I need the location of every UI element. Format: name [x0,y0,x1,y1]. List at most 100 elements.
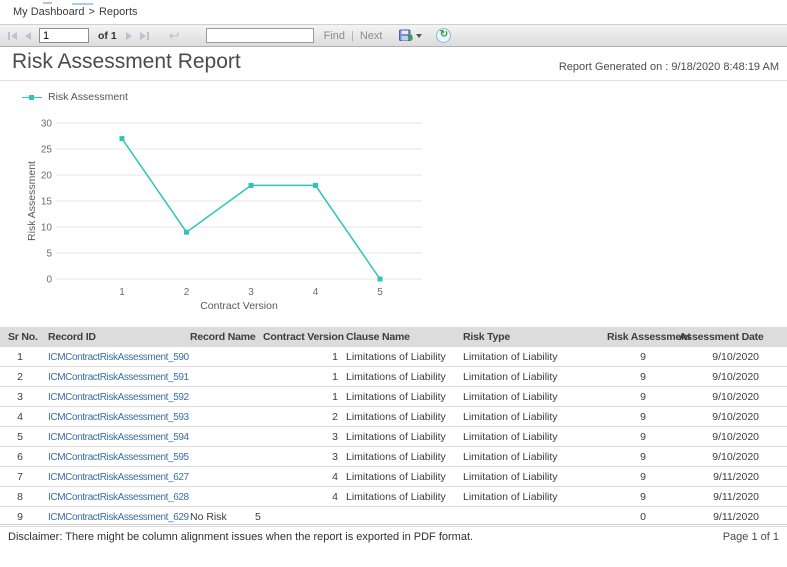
chevron-down-icon[interactable] [416,33,423,38]
record-id-link[interactable]: ICMContractRiskAssessment_628 [48,491,189,503]
first-page-button[interactable] [8,31,17,40]
table-cell: Limitation of Liability [455,386,607,407]
page-footer-label: Page 1 of 1 [722,531,779,543]
svg-text:30: 30 [41,119,53,130]
table-cell: Limitation of Liability [455,347,607,367]
table-cell [190,486,255,507]
table-header-row: Sr No. Record ID Record Name Contract Versi… [0,327,787,347]
table-cell: 9/11/2020 [679,506,787,527]
table-cell [190,347,255,367]
table-cell: Limitation of Liability [455,426,607,447]
table-cell: ICMContractRiskAssessment_595 [40,446,190,467]
record-id-link[interactable]: ICMContractRiskAssessment_591 [48,371,189,383]
table-cell: No Risk [190,506,255,527]
table-row: 3 ICMContractRiskAssessment_592 1 Limitatio… [0,386,787,407]
table-cell: ICMContractRiskAssessment_590 [40,347,190,367]
table-cell: ICMContractRiskAssessment_628 [40,486,190,507]
svg-text:3: 3 [248,287,254,298]
table-cell: Limitations of Liability [338,386,455,407]
record-id-link[interactable]: ICMContractRiskAssessment_593 [48,411,189,423]
table-cell: 9 [607,366,679,387]
table-cell: 9/11/2020 [679,466,787,487]
report-table: Sr No. Record ID Record Name Contract Versi… [0,327,787,527]
table-cell: 3 [0,386,40,407]
table-cell: 9 [0,506,40,527]
record-id-link[interactable]: ICMContractRiskAssessment_592 [48,391,189,403]
table-cell [190,426,255,447]
svg-text:4: 4 [313,287,319,298]
report-generated-timestamp: Report Generated on : 9/18/2020 8:48:19 … [558,61,779,73]
table-cell: 1 [255,366,338,387]
table-cell: ICMContractRiskAssessment_627 [40,466,190,487]
table-cell: 4 [255,486,338,507]
table-cell: 3 [255,426,338,447]
table-row: 9 ICMContractRiskAssessment_629 No Risk 5 0 9… [0,506,787,527]
breadcrumb-item-dashboard[interactable]: My Dashboard [13,6,85,18]
column-header: Risk Assessment [607,327,691,347]
breadcrumb-item-reports[interactable]: Reports [98,6,138,18]
back-to-parent-report-button[interactable]: ↩ [169,29,180,42]
table-cell [190,386,255,407]
table-cell: 9/10/2020 [679,366,787,387]
table-cell: 9/11/2020 [679,486,787,507]
next-result-button[interactable]: Next [359,29,383,42]
floppy-disk-icon [399,29,414,42]
first-page-icon [8,31,10,40]
svg-text:10: 10 [41,223,53,234]
table-cell: Limitations of Liability [338,347,455,367]
breadcrumb: My Dashboard > Reports [13,6,138,18]
record-id-link[interactable]: ICMContractRiskAssessment_594 [48,431,189,443]
page-number-input[interactable] [39,28,89,43]
refresh-icon: ↻ [439,29,449,40]
svg-text:20: 20 [41,171,53,182]
table-cell [455,506,607,527]
column-header: Record Name [190,327,256,347]
table-cell: Limitations of Liability [338,486,455,507]
svg-text:1: 1 [119,287,125,298]
footer-divider [0,524,787,525]
column-header: Record ID [40,327,190,347]
table-row: 8 ICMContractRiskAssessment_628 4 Limitatio… [0,486,787,507]
table-cell: Limitations of Liability [338,466,455,487]
legend-line-marker-icon [22,94,42,100]
legend-label: Risk Assessment [48,91,128,103]
export-button[interactable] [398,28,423,43]
next-page-button[interactable] [125,31,132,40]
table-cell: Limitation of Liability [455,406,607,427]
svg-text:Contract Version: Contract Version [200,300,278,312]
table-cell [190,406,255,427]
table-row: 5 ICMContractRiskAssessment_594 3 Limitatio… [0,426,787,447]
table-cell: Limitation of Liability [455,366,607,387]
record-id-link[interactable]: ICMContractRiskAssessment_629 [48,511,189,523]
table-cell: Limitations of Liability [338,426,455,447]
refresh-button[interactable]: ↻ [436,28,452,43]
column-header: Contract Version [255,327,344,347]
table-cell: 9/10/2020 [679,406,787,427]
title-divider [0,80,787,81]
table-cell: Limitation of Liability [455,446,607,467]
next-page-icon [125,31,132,40]
record-id-link[interactable]: ICMContractRiskAssessment_595 [48,451,189,463]
table-cell: 9/10/2020 [679,446,787,467]
search-input[interactable] [205,28,314,43]
previous-page-button[interactable] [25,31,31,40]
page-count-label: of 1 [98,29,117,42]
last-page-icon [139,31,146,40]
table-cell: ICMContractRiskAssessment_594 [40,426,190,447]
last-page-button[interactable] [139,31,149,40]
table-cell: 4 [0,406,40,427]
table-cell: Limitation of Liability [455,486,607,507]
disclaimer-text: Disclaimer: There might be column alignm… [8,531,474,543]
column-header: Sr No. [0,327,40,347]
record-id-link[interactable]: ICMContractRiskAssessment_627 [48,471,189,483]
record-id-link[interactable]: ICMContractRiskAssessment_590 [48,351,189,363]
table-cell: 1 [255,347,338,367]
svg-text:0: 0 [46,275,52,286]
table-cell: 9 [607,466,679,487]
find-button[interactable]: Find [323,29,345,42]
table-cell: Limitations of Liability [338,446,455,467]
table-cell: 3 [255,446,338,467]
table-cell: ICMContractRiskAssessment_593 [40,406,190,427]
table-cell: ICMContractRiskAssessment_592 [40,386,190,407]
return-arrow-icon: ↩ [168,28,180,43]
